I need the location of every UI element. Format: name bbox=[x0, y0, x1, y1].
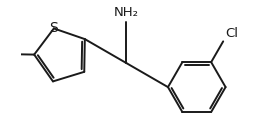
Text: NH₂: NH₂ bbox=[114, 6, 139, 19]
Text: S: S bbox=[50, 21, 58, 36]
Text: Cl: Cl bbox=[225, 27, 239, 40]
